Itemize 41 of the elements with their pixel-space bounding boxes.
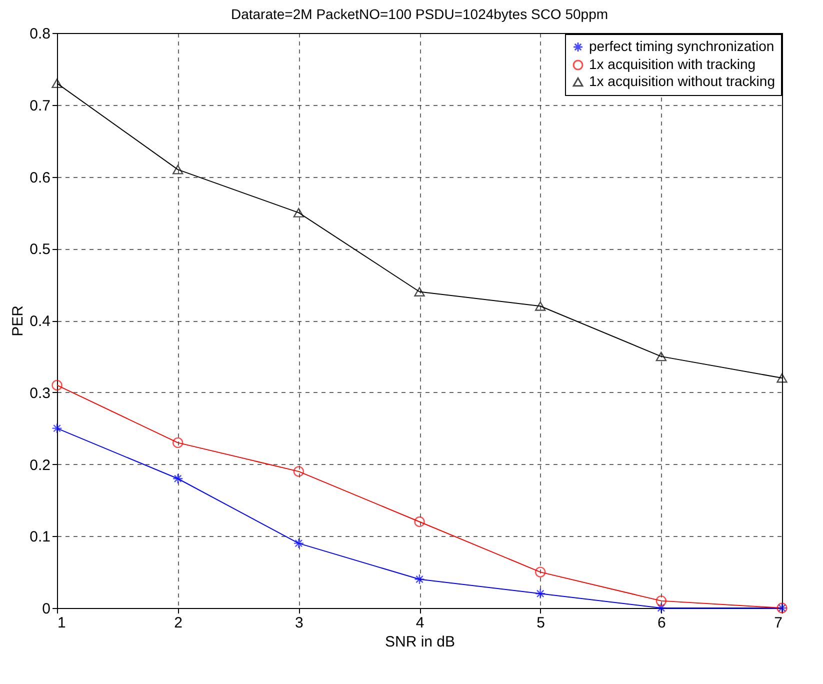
chart-title: Datarate=2M PacketNO=100 PSDU=1024bytes SCO 50ppm (230, 6, 608, 22)
y-tick-label: 0.4 (30, 313, 50, 330)
x-tick-label: 4 (416, 614, 424, 632)
x-tick-label: 1 (58, 614, 66, 632)
x-tick-label: 6 (657, 614, 666, 632)
legend-label: perfect timing synchronization (589, 38, 774, 54)
y-tick-label: 0.6 (30, 169, 50, 186)
point (293, 538, 304, 549)
point (656, 602, 667, 614)
point (534, 301, 546, 311)
point (534, 566, 546, 578)
point (656, 352, 667, 362)
point (293, 208, 304, 218)
point (414, 516, 425, 528)
point (172, 473, 184, 484)
legend-label: 1x acquisition with tracking (589, 56, 756, 72)
y-tick-label: 0.2 (30, 456, 50, 474)
x-tick-label: 3 (294, 614, 304, 632)
y-tick-label: 0.3 (30, 384, 50, 402)
point (414, 287, 425, 296)
point (656, 595, 667, 606)
point (414, 574, 425, 585)
point (52, 422, 62, 434)
y-axis-title: PER (10, 305, 27, 336)
point (293, 466, 304, 477)
y-tick-label: 0.8 (30, 26, 50, 42)
y-tick-label: 0.1 (30, 528, 50, 546)
x-tick-label: 7 (774, 614, 782, 632)
legend-label: 1x acquisition without tracking (589, 73, 775, 89)
point (172, 437, 184, 448)
y-tick-label: 0 (42, 600, 50, 618)
point (52, 380, 62, 391)
y-tick-label: 0.5 (30, 241, 50, 258)
x-tick-label: 2 (174, 614, 183, 632)
point (776, 373, 788, 383)
x-axis-title: SNR in dB (384, 634, 456, 650)
point (172, 164, 184, 174)
y-tick-label: 0.7 (30, 97, 50, 114)
x-tick-label: 5 (536, 614, 546, 632)
point (52, 78, 62, 88)
point (534, 588, 546, 599)
